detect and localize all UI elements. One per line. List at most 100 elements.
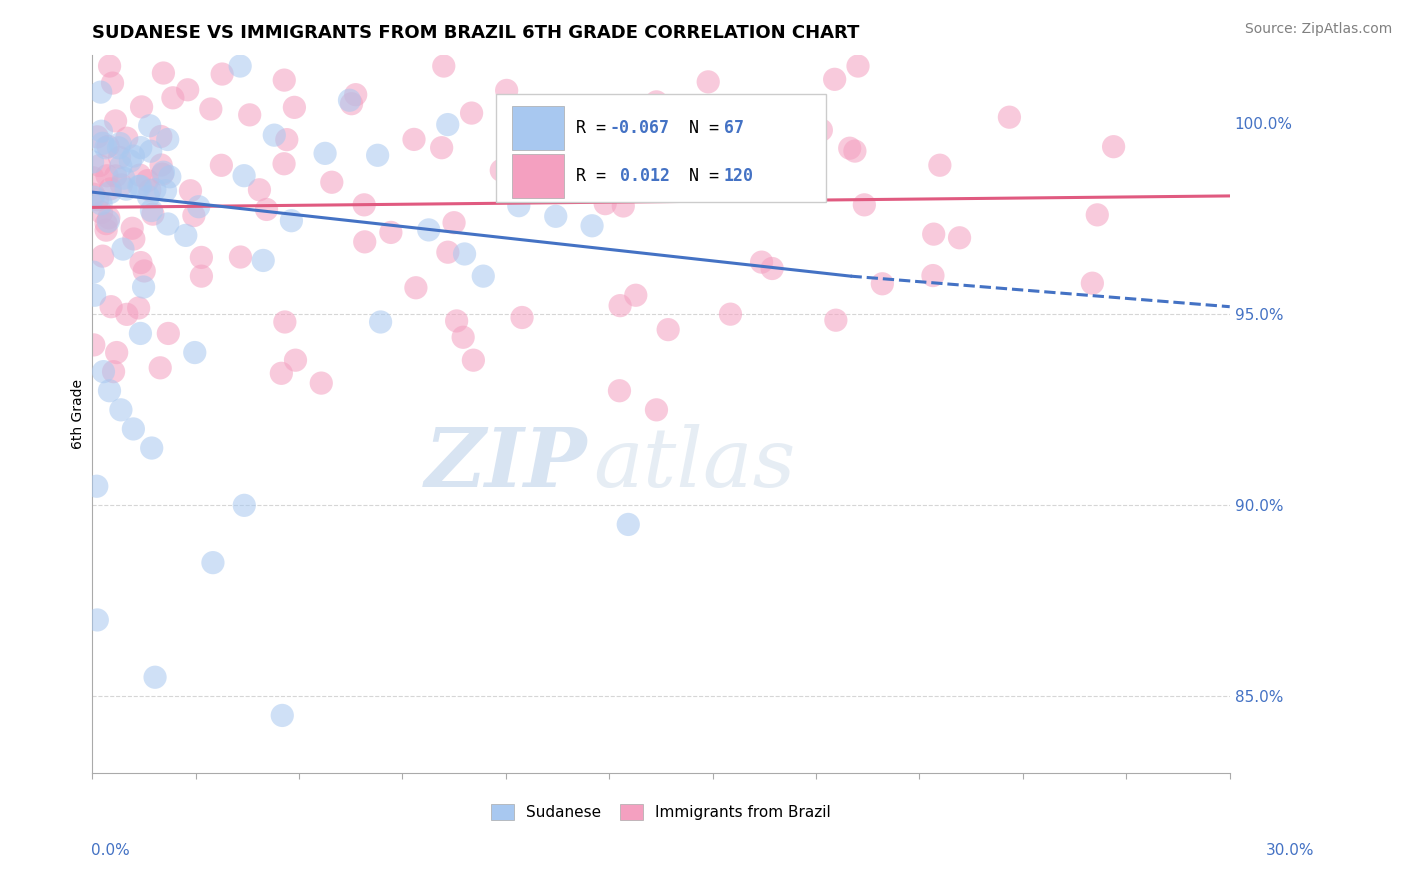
Point [619,130,641,145]
Point [86,479,108,493]
Point [121,221,143,235]
Point [111,242,134,256]
Point [612,199,634,213]
Point [252,253,274,268]
Point [107,141,129,155]
Point [89,159,111,173]
Point [998,110,1021,124]
Point [697,75,720,89]
Point [82,190,104,204]
FancyBboxPatch shape [496,94,825,202]
Point [453,247,475,261]
Point [139,145,162,159]
Point [139,183,162,197]
Point [108,136,131,151]
Point [853,198,876,212]
Point [443,216,465,230]
Point [948,231,970,245]
Point [274,315,297,329]
Point [122,149,145,163]
Point [460,106,482,120]
FancyBboxPatch shape [512,106,564,150]
Point [271,708,294,723]
Point [174,228,197,243]
Point [82,170,104,185]
Point [273,73,295,87]
Point [751,255,773,269]
Point [370,315,392,329]
Point [110,402,132,417]
Point [108,151,131,165]
Point [155,184,177,198]
Point [100,300,122,314]
Point [838,141,860,155]
Point [508,199,530,213]
Point [129,326,152,341]
Point [270,367,292,381]
Point [405,281,427,295]
Point [86,613,108,627]
Point [96,169,118,183]
Point [94,223,117,237]
Text: 0.0%: 0.0% [91,843,131,858]
Point [353,198,375,212]
Point [156,217,179,231]
Point [159,169,181,184]
Point [256,202,278,217]
Point [657,323,679,337]
Point [90,124,112,138]
Point [142,207,165,221]
Point [581,219,603,233]
Text: 0.012: 0.012 [610,167,669,186]
Point [1085,208,1108,222]
Point [430,141,453,155]
Point [152,66,174,80]
Text: ZIP: ZIP [425,424,588,504]
Point [149,129,172,144]
Point [582,165,605,179]
Point [1081,276,1104,290]
Text: Source: ZipAtlas.com: Source: ZipAtlas.com [1244,22,1392,37]
Point [433,59,456,73]
Point [620,182,643,196]
Point [141,203,163,218]
Point [609,103,631,118]
Point [83,338,105,352]
Point [353,235,375,249]
Point [846,59,869,73]
Point [141,441,163,455]
Point [472,269,495,284]
Point [928,158,950,172]
Y-axis label: 6th Grade: 6th Grade [72,379,86,449]
Point [82,155,104,169]
Point [128,168,150,182]
Point [90,85,112,99]
Point [554,170,576,185]
Point [211,67,233,81]
Point [402,132,425,146]
Point [90,196,112,211]
Point [201,556,224,570]
Point [263,128,285,143]
Point [505,139,527,153]
Point [82,187,104,202]
Point [128,301,150,315]
Point [98,384,121,398]
Point [672,127,695,141]
Point [209,158,232,172]
Point [558,149,581,163]
Point [149,360,172,375]
Point [138,119,160,133]
Point [143,183,166,197]
Point [143,670,166,684]
Point [844,144,866,158]
Point [720,307,742,321]
Point [93,365,115,379]
Point [239,108,262,122]
Point [105,345,128,359]
Point [340,96,363,111]
Point [138,190,160,204]
Point [645,95,668,109]
Point [98,186,121,200]
Point [97,211,120,225]
